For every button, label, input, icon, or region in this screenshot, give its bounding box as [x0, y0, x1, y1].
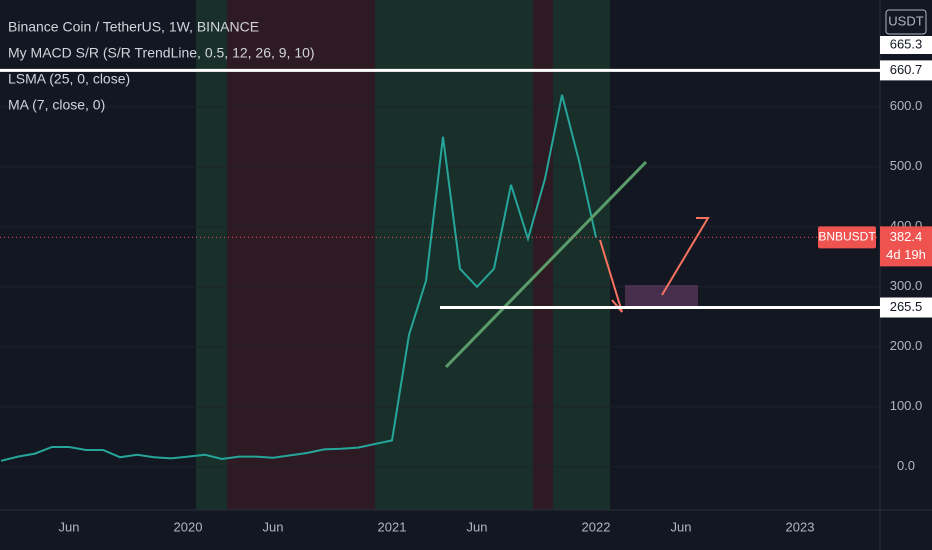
- price-line: [0, 94, 597, 462]
- level-tag: [880, 297, 932, 318]
- x-tick-label: Jun: [671, 519, 692, 534]
- upper-tag-label: 665.3: [890, 36, 923, 51]
- zone: [196, 0, 227, 510]
- x-tick-label: Jun: [263, 519, 284, 534]
- y-tick-label: 300.0: [890, 278, 923, 293]
- plot: [0, 94, 880, 468]
- x-tick-label: 2022: [582, 519, 611, 534]
- x-tick-label: 2021: [378, 519, 407, 534]
- y-tick-label: 100.0: [890, 398, 923, 413]
- x-tick-label: 2023: [786, 519, 815, 534]
- countdown: 4d 19h: [886, 247, 926, 262]
- symbol: BNBUSDT: [818, 230, 876, 244]
- level-label: 265.5: [890, 299, 923, 314]
- legend-line: My MACD S/R (S/R TrendLine, 0.5, 12, 26,…: [8, 45, 315, 61]
- price-label: 382.4: [890, 229, 923, 244]
- legend-line: MA (7, close, 0): [8, 97, 105, 113]
- target-box: [625, 285, 698, 307]
- symbol-tag: [818, 226, 876, 249]
- y-tick-label: 600.0: [890, 98, 923, 113]
- currency[interactable]: USDT: [888, 13, 923, 28]
- trendline: [444, 160, 648, 369]
- x-tick-label: Jun: [467, 519, 488, 534]
- y-tick-label: 0.0: [897, 458, 915, 473]
- x-tick-label: 2020: [174, 519, 203, 534]
- zone: [553, 0, 610, 510]
- y-tick-label: 500.0: [890, 158, 923, 173]
- upper-tag: [880, 36, 932, 54]
- zone: [227, 0, 375, 510]
- legend-line: LSMA (25, 0, close): [8, 71, 130, 87]
- legend-line: Binance Coin / TetherUS, 1W, BINANCE: [8, 19, 259, 35]
- zone: [375, 0, 533, 510]
- price-tag: [880, 226, 932, 267]
- x-tick-label: Jun: [59, 519, 80, 534]
- arrow: [661, 217, 710, 296]
- zone: [533, 0, 553, 510]
- level-tag: [880, 60, 932, 81]
- level-label: 660.7: [890, 62, 923, 77]
- currency-box[interactable]: [885, 9, 927, 35]
- arrow: [599, 239, 623, 313]
- y-tick-label: 200.0: [890, 338, 923, 353]
